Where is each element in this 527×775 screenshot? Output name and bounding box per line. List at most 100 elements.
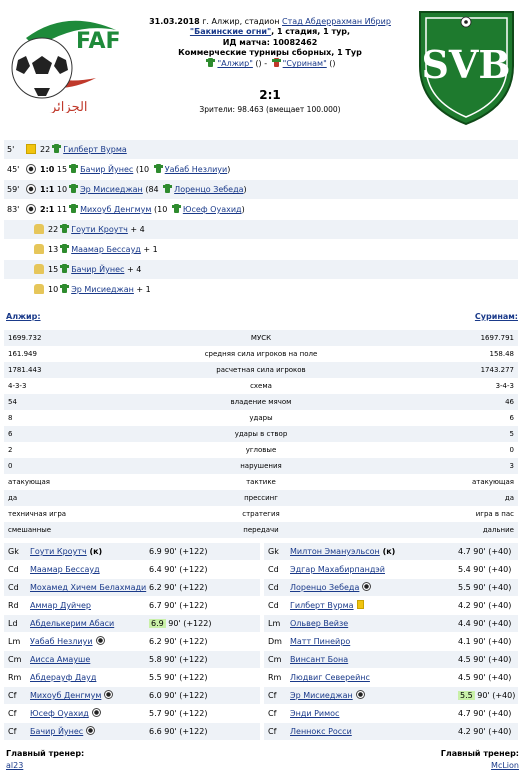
stat-label: МУСК <box>250 334 272 342</box>
event-player-link[interactable]: Бачир Йунес <box>80 165 134 174</box>
yellow-card-icon <box>26 144 36 154</box>
assist-boot-icon <box>34 284 44 294</box>
player-rating-cell: 4.1 90' (+40) <box>458 633 511 650</box>
away-team-logo[interactable]: SVB <box>414 6 519 126</box>
home-team-stats-link[interactable]: Алжир: <box>6 312 41 321</box>
player-delta: (+40) <box>488 601 512 610</box>
captain-mark: (к) <box>86 547 103 556</box>
event-number: 22 <box>48 225 59 234</box>
event-minute: 83' <box>7 205 20 214</box>
event-assist-link[interactable]: Лоренцо Зебеда <box>174 185 244 194</box>
player-link[interactable]: Уабаб Незлиуи <box>30 637 93 646</box>
player-link[interactable]: Матт Пинейро <box>290 637 351 646</box>
player-link[interactable]: Гилберт Вурма <box>290 601 354 610</box>
away-team-stats-link[interactable]: Суринам: <box>474 312 518 321</box>
player-rating-cell: 6.2 90' (+122) <box>149 633 207 650</box>
stat-home-value: 161.949 <box>8 350 37 358</box>
lineup-row: Cf Энди Римос 4.7 90' (+40) <box>264 705 518 722</box>
event-player-link[interactable]: Эр Мисиеджан <box>71 285 134 294</box>
player-name-cell: Милтон Эмануэльсон (к) <box>290 543 395 560</box>
home-team-logo[interactable]: FAF الجزائر <box>6 8 128 115</box>
assist-boot-icon <box>34 264 44 274</box>
competition-stage: , 1 стадия, 1 тур, <box>271 27 351 37</box>
home-shirt-icon <box>206 58 216 68</box>
stats-row: да прессинг да <box>4 490 518 506</box>
player-link[interactable]: Бачир Йунес <box>30 727 84 736</box>
event-player-link[interactable]: Гоути Кроутч <box>71 225 128 234</box>
stats-row: техничная игра стратегия игра в пас <box>4 506 518 522</box>
event-assist-link[interactable]: Уабаб Незлиуи <box>164 165 228 174</box>
player-link[interactable]: Аммар Дуйчер <box>30 601 91 610</box>
player-link[interactable]: Энди Римос <box>290 709 340 718</box>
player-link[interactable]: Мохамед Хичем Белахмади <box>30 583 147 592</box>
player-rating: 5.7 <box>149 709 162 718</box>
player-rating: 4.5 <box>458 673 471 682</box>
stadium-link[interactable]: Стад Абдеррахман Ибрир <box>282 17 391 26</box>
stat-away-value: 1743.277 <box>480 366 514 374</box>
player-delta: (+40) <box>488 637 512 646</box>
player-position: Cf <box>268 691 277 700</box>
event-score: 1:1 <box>40 185 55 194</box>
event-player-link[interactable]: Бачир Йунес <box>71 265 125 274</box>
match-id: ИД матча: 10082462 <box>222 37 318 47</box>
spectators: Зрители: 98.463 (вмещает 100.000) <box>199 105 341 114</box>
player-delta: (+122) <box>179 601 208 610</box>
player-link[interactable]: Абделькерим Абаси <box>30 619 115 628</box>
event-player-link[interactable]: Эр Мисиеджан <box>80 185 143 194</box>
stat-label: средняя сила игроков на поле <box>204 350 318 358</box>
event-player-link[interactable]: Гилберт Вурма <box>63 145 127 154</box>
event-player-link[interactable]: Маамар Бессауд <box>71 245 141 254</box>
stats-row: 1781.443 расчетная сила игроков 1743.277 <box>4 362 518 378</box>
home-team-link[interactable]: "Алжир" <box>217 59 253 69</box>
event-minute: 59' <box>7 185 20 194</box>
player-rating: 5.8 <box>149 655 162 664</box>
player-position: Cf <box>8 727 17 736</box>
lineup-row: Dm Матт Пинейро 4.1 90' (+40) <box>264 633 518 650</box>
stat-away-value: 5 <box>509 430 514 438</box>
stat-home-value: 0 <box>8 462 13 470</box>
player-rating: 6.0 <box>149 691 162 700</box>
player-link[interactable]: Ольвер Вейзе <box>290 619 349 628</box>
player-link[interactable]: Винсант Бона <box>290 655 349 664</box>
event-tail: + 1 <box>133 285 151 294</box>
player-delta: (+40) <box>488 619 512 628</box>
lineup-row: Gk Гоути Кроутч (к) 6.9 90' (+122) <box>4 543 260 560</box>
player-link[interactable]: Милтон Эмануэльсон <box>290 547 380 556</box>
away-team-link[interactable]: "Суринам" <box>282 59 327 69</box>
player-link[interactable]: Людвиг Северейнс <box>290 673 370 682</box>
player-name-cell: Леннокс Росси <box>290 723 352 740</box>
lineup-row: Cd Лоренцо Зебеда 5.5 90' (+40) <box>264 579 518 596</box>
player-minutes: 90' <box>473 547 486 556</box>
player-link[interactable]: Леннокс Росси <box>290 727 352 736</box>
stat-label: угловые <box>245 446 277 454</box>
player-link[interactable]: Лоренцо Зебеда <box>290 583 360 592</box>
away-coach-link[interactable]: McLion <box>491 761 519 770</box>
player-minutes: 90' <box>168 619 181 628</box>
player-link[interactable]: Эр Мисиеджан <box>290 691 353 700</box>
player-name-cell: Михоуб Денгмум <box>30 687 114 704</box>
stats-row: 4-3-3 схема 3-4-3 <box>4 378 518 394</box>
player-link[interactable]: Абдерауф Дауд <box>30 673 97 682</box>
event-text: 2:1 11 Михоуб Денгмум (10 Юсеф Оуахид) <box>40 200 245 219</box>
stats-row: 0 нарушения 3 <box>4 458 518 474</box>
player-link[interactable]: Гоути Кроутч <box>30 547 87 556</box>
event-row: 83' 2:1 11 Михоуб Денгмум (10 Юсеф Оуахид) <box>4 200 518 219</box>
player-link[interactable]: Юсеф Оуахид <box>30 709 89 718</box>
player-link[interactable]: Михоуб Денгмум <box>30 691 102 700</box>
home-coach-link[interactable]: al23 <box>6 761 24 770</box>
lineup-row: Cf Михоуб Денгмум 6.0 90' (+122) <box>4 687 260 704</box>
stat-label: удары <box>249 414 273 422</box>
event-row: 10 Эр Мисиеджан + 1 <box>4 280 518 299</box>
player-position: Cd <box>8 583 19 592</box>
player-link[interactable]: Аисса Амауше <box>30 655 91 664</box>
competition-link[interactable]: "Бакинские огни" <box>189 27 272 37</box>
event-row: 45' 1:0 15 Бачир Йунес (10 Уабаб Незлиуи) <box>4 160 518 179</box>
event-player-link[interactable]: Михоуб Денгмум <box>80 205 152 214</box>
player-name-cell: Абдерауф Дауд <box>30 669 96 686</box>
player-rating: 6.6 <box>149 727 162 736</box>
player-link[interactable]: Эдгар Махабирпандэй <box>290 565 385 574</box>
player-link[interactable]: Маамар Бессауд <box>30 565 100 574</box>
player-minutes: 90' <box>473 565 486 574</box>
event-assist-link[interactable]: Юсеф Оуахид <box>182 205 242 214</box>
tournament-name: Коммерческие турниры сборных, 1 Тур <box>178 47 362 57</box>
